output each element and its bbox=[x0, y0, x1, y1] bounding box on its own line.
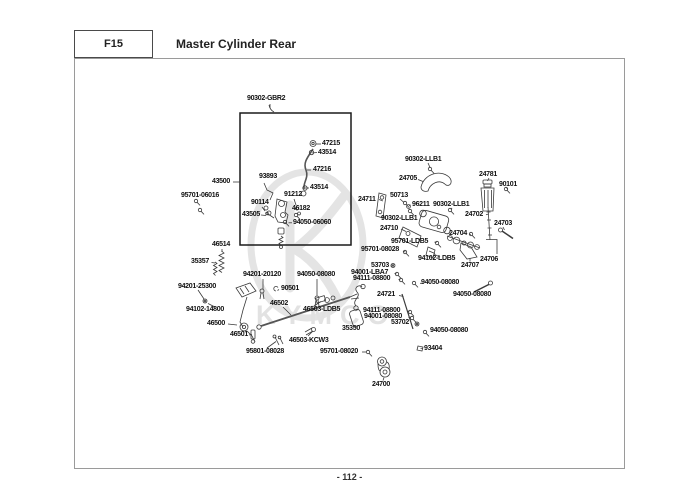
part-label-90302-llb1-b: 90302-LLB1 bbox=[433, 201, 470, 208]
section-code-box: F15 bbox=[74, 30, 153, 58]
part-label-95701-ldb5: 95701-LDB5 bbox=[391, 238, 429, 245]
part-label-90101: 90101 bbox=[499, 181, 517, 188]
part-label-95701-08020: 95701-08020 bbox=[320, 348, 358, 355]
reservoir-stay-icon bbox=[420, 172, 452, 192]
master-cylinder-front-icon bbox=[263, 198, 301, 249]
long-bolt-icon bbox=[473, 280, 493, 293]
page-number: - 112 - bbox=[336, 472, 363, 482]
part-label-94050-06060: 94050-06060 bbox=[293, 219, 331, 226]
part-label-24706: 24706 bbox=[480, 256, 498, 263]
part-label-35350: 35350 bbox=[342, 325, 360, 332]
part-label-90302-llb1-c: 90302-LLB1 bbox=[381, 215, 418, 222]
section-code: F15 bbox=[104, 38, 123, 50]
part-label-24704: 24704 bbox=[449, 230, 467, 237]
spring-small-icon bbox=[212, 261, 218, 276]
brake-switch-icon bbox=[349, 283, 366, 327]
part-label-46501: 46501 bbox=[230, 331, 248, 338]
part-label-94201-20120: 94201-20120 bbox=[243, 271, 281, 278]
part-label-94111-08800-b: 94111-08800 bbox=[363, 307, 401, 314]
part-label-24710: 24710 bbox=[380, 225, 398, 232]
brake-pedal-icon bbox=[235, 282, 257, 343]
part-label-24721: 24721 bbox=[377, 291, 395, 298]
part-label-24781: 24781 bbox=[479, 171, 497, 178]
part-label-90114: 90114 bbox=[251, 199, 269, 206]
cotter-pin-icon bbox=[263, 182, 274, 201]
part-label-43514-a: 43514 bbox=[318, 149, 336, 156]
pedal-rod-icon bbox=[256, 293, 360, 330]
part-label-24700: 24700 bbox=[372, 381, 390, 388]
part-label-43500: 43500 bbox=[212, 178, 230, 185]
master-cylinder-rear-icon bbox=[418, 209, 451, 235]
spring-icon bbox=[218, 250, 225, 273]
joint-chain-icon bbox=[446, 235, 481, 250]
wedge-icon bbox=[416, 345, 424, 352]
part-label-24703: 24703 bbox=[494, 220, 512, 227]
part-label-24705: 24705 bbox=[399, 175, 417, 182]
pivot-pin-icon bbox=[250, 329, 256, 344]
part-label-50713: 50713 bbox=[390, 192, 408, 199]
part-label-94001-08080: 94001-08080 bbox=[364, 313, 402, 320]
part-label-47215: 47215 bbox=[322, 140, 340, 147]
part-label-95701-06016: 95701-06016 bbox=[181, 192, 219, 199]
part-label-43514-b: 43514 bbox=[310, 184, 328, 191]
leader-lines bbox=[197, 104, 509, 381]
part-label-46503-kcw3: 46503-KCW3 bbox=[289, 337, 329, 344]
stay-bracket-icon bbox=[375, 192, 387, 219]
part-label-93893: 93893 bbox=[259, 173, 277, 180]
part-label-91212: 91212 bbox=[284, 191, 302, 198]
watermark-text: KYMCO bbox=[256, 300, 397, 330]
part-label-46502: 46502 bbox=[270, 300, 288, 307]
part-label-90302-gbr2: 90302-GBR2 bbox=[247, 95, 286, 102]
page-title: Master Cylinder Rear bbox=[176, 37, 297, 51]
part-label-95701-08028: 95701-08028 bbox=[361, 246, 399, 253]
part-label-24711: 24711 bbox=[358, 196, 376, 203]
rod-spring-icon bbox=[486, 206, 492, 241]
part-label-94201-25300: 94201-25300 bbox=[178, 283, 216, 290]
clip-icon bbox=[268, 104, 275, 113]
part-label-94050-08080-d: 94050-08080 bbox=[430, 327, 468, 334]
part-label-35357: 35357 bbox=[191, 258, 209, 265]
part-label-24707: 24707 bbox=[461, 262, 479, 269]
part-label-94050-08080-c: 94050-08080 bbox=[453, 291, 491, 298]
ball-icon bbox=[406, 204, 411, 209]
diagram-frame bbox=[74, 58, 625, 469]
part-label-94102-ldb5: 94102-LDB5 bbox=[418, 255, 456, 262]
part-label-24702: 24702 bbox=[465, 211, 483, 218]
part-label-94001-lba7: 94001-LBA7 bbox=[351, 269, 389, 276]
pin-pair-icon bbox=[274, 336, 284, 346]
part-label-95801-08028: 95801-08028 bbox=[246, 348, 284, 355]
part-label-46500: 46500 bbox=[207, 320, 225, 327]
part-label-94102-14800: 94102-14800 bbox=[186, 306, 224, 313]
part-label-46182: 46182 bbox=[292, 205, 310, 212]
part-label-53703: 53703 bbox=[371, 262, 389, 269]
plate-icon bbox=[459, 242, 478, 260]
part-label-46514: 46514 bbox=[212, 241, 230, 248]
part-label-43505: 43505 bbox=[242, 211, 260, 218]
part-label-47216: 47216 bbox=[313, 166, 331, 173]
part-label-53702: 53702 bbox=[391, 319, 409, 326]
part-label-94050-08080-b: 94050-08080 bbox=[421, 279, 459, 286]
part-label-94111-08800-a: 94111-08800 bbox=[353, 275, 391, 282]
inset-box bbox=[239, 112, 352, 246]
bolt-icon bbox=[498, 227, 514, 240]
part-label-90302-llb1-a: 90302-LLB1 bbox=[405, 156, 442, 163]
part-label-93404: 93404 bbox=[424, 345, 442, 352]
boot-icon bbox=[425, 246, 436, 259]
clip-small-icon bbox=[273, 286, 279, 292]
part-label-94050-08080-a: 94050-08080 bbox=[297, 271, 335, 278]
part-label-90501: 90501 bbox=[281, 285, 299, 292]
mounting-plate-icon bbox=[398, 226, 422, 248]
reservoir-cup-icon bbox=[480, 179, 495, 212]
part-label-96211: 96211 bbox=[412, 201, 430, 208]
part-label-46503-ldb5: 46503-LDB5 bbox=[303, 306, 341, 313]
bracket-leader bbox=[486, 239, 498, 254]
hose-joint-icon bbox=[377, 356, 391, 378]
